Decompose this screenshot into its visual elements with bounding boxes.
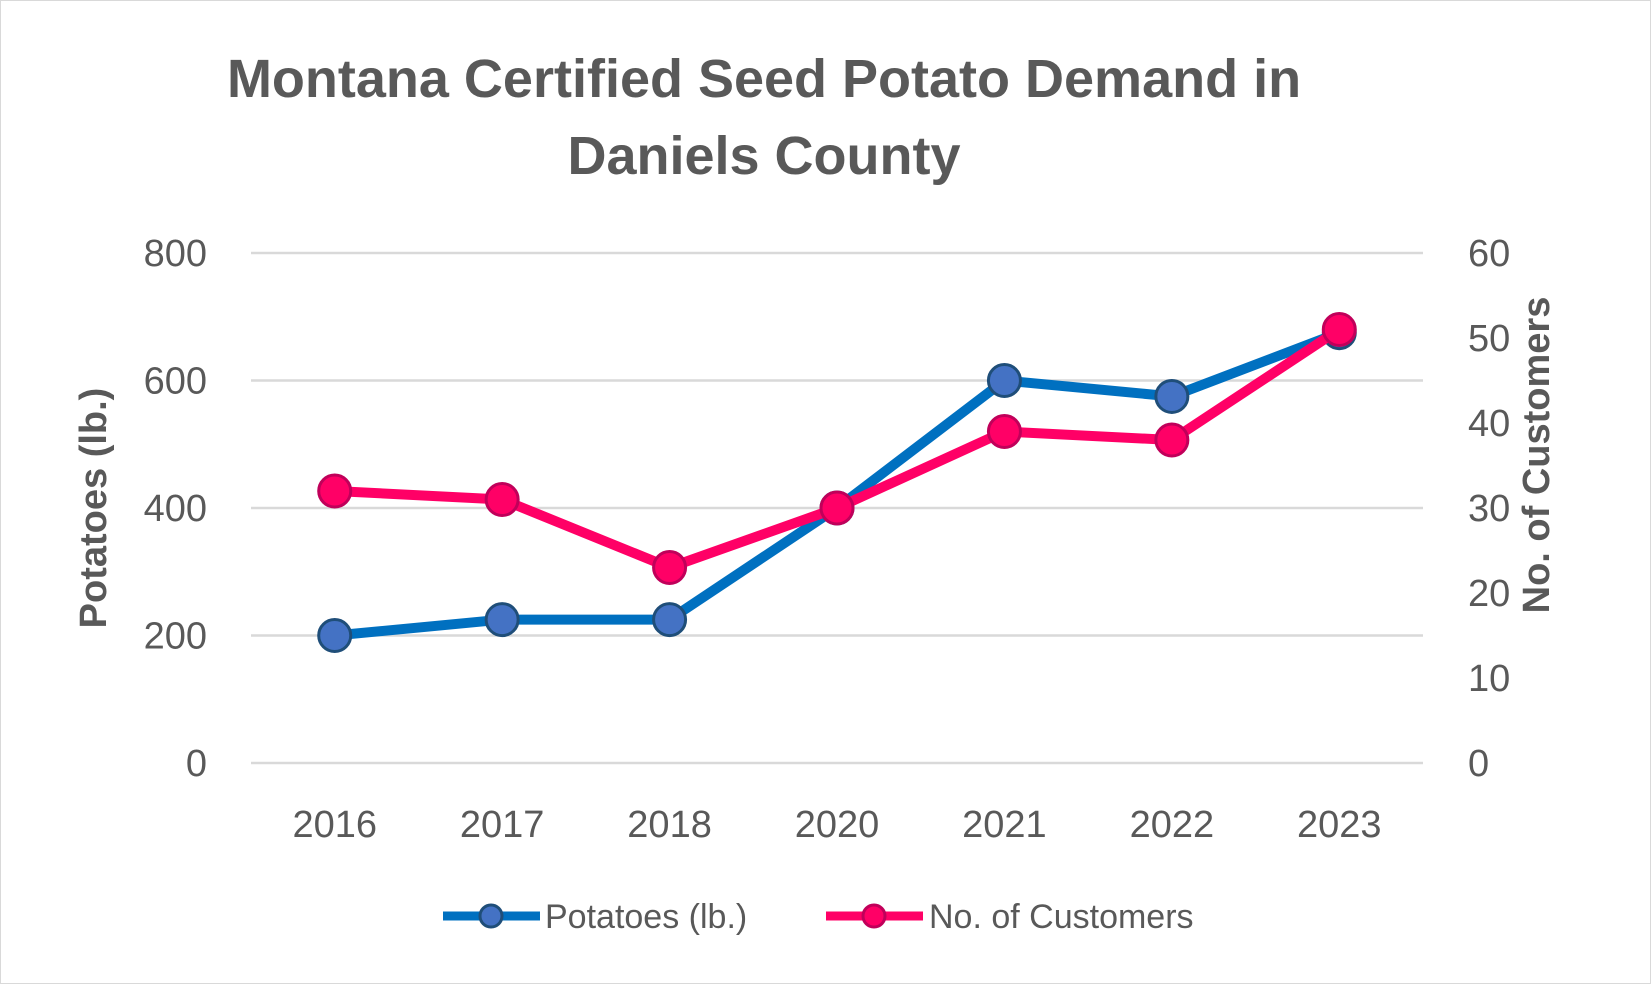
x-tick-label: 2016 (292, 804, 377, 846)
x-tick-label: 2017 (460, 804, 545, 846)
legend-marker-customers (861, 903, 887, 929)
y2-tick-label: 30 (1468, 488, 1510, 530)
chart-title-line-1: Montana Certified Seed Potato Demand in (227, 49, 1301, 109)
y-tick-label: 0 (186, 743, 207, 785)
data-point (317, 473, 353, 509)
y2-tick-label: 10 (1468, 658, 1510, 700)
legend-label-potatoes: Potatoes (lb.) (545, 898, 747, 936)
x-tick-label: 2018 (627, 804, 712, 846)
data-point (986, 414, 1022, 449)
legend-label-customers: No. of Customers (929, 898, 1194, 936)
x-tick-label: 2020 (795, 804, 880, 846)
data-point (819, 490, 855, 526)
y2-tick-label: 20 (1468, 573, 1510, 615)
series-customers (317, 312, 1357, 585)
y-tick-label: 400 (144, 488, 207, 530)
data-point (317, 618, 353, 653)
x-tick-label: 2021 (962, 804, 1047, 846)
data-point (484, 602, 520, 638)
y2-tick-label: 0 (1468, 743, 1489, 785)
data-point (652, 550, 688, 585)
y2-tick-label: 50 (1468, 318, 1510, 360)
y2-tick-label: 60 (1468, 233, 1510, 275)
data-point (1154, 422, 1190, 458)
legend: Potatoes (lb.) No. of Customers (443, 898, 1194, 936)
y-axis-title: Potatoes (lb.) (73, 388, 115, 629)
x-tick-label: 2023 (1297, 804, 1382, 846)
data-point (1321, 312, 1357, 347)
y-tick-label: 600 (144, 361, 207, 403)
y2-tick-label: 40 (1468, 403, 1510, 445)
y2-axis-title: No. of Customers (1516, 297, 1558, 614)
data-point (652, 602, 688, 638)
y-tick-label: 800 (144, 233, 207, 275)
chart-title-line-2: Daniels County (567, 126, 960, 186)
data-point (484, 482, 520, 517)
data-point (1154, 378, 1190, 414)
x-tick-label: 2022 (1130, 804, 1215, 846)
legend-marker-potatoes (478, 903, 504, 929)
data-point (986, 363, 1022, 398)
y-tick-label: 200 (144, 616, 207, 658)
